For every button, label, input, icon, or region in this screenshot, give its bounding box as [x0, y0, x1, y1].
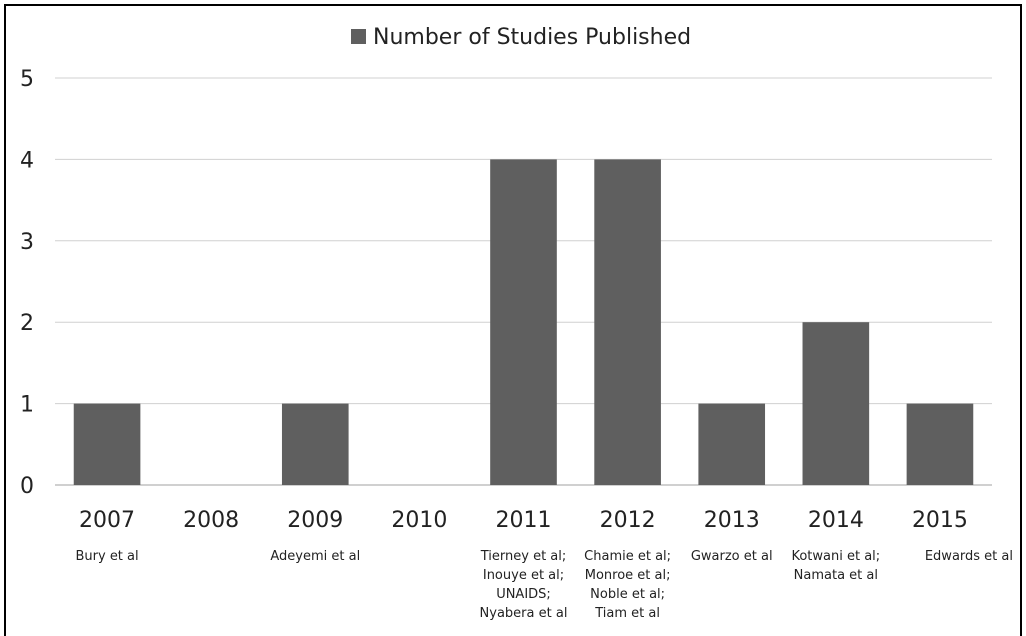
- legend-label: Number of Studies Published: [373, 25, 691, 50]
- y-tick-label: 1: [20, 393, 34, 418]
- y-tick-label: 0: [20, 474, 34, 499]
- y-tick-label: 3: [20, 230, 34, 255]
- author-annotation: Monroe et al;: [585, 568, 671, 583]
- x-axis-ticks: 2007 2008 2009 2010 2011 2012 2013 2014 2015: [79, 508, 968, 533]
- y-tick-label: 4: [20, 148, 34, 173]
- author-annotation: Tiam et al: [594, 606, 660, 621]
- bar-2015: [907, 404, 974, 485]
- y-tick-label: 5: [20, 67, 34, 92]
- x-tick-label: 2012: [600, 508, 656, 533]
- author-annotation: Namata et al: [794, 568, 878, 583]
- y-tick-label: 2: [20, 311, 34, 336]
- bar-2013: [698, 404, 765, 485]
- author-annotation: Gwarzo et al: [691, 549, 773, 564]
- author-annotation: Nyabera et al: [480, 606, 568, 621]
- x-tick-label: 2013: [704, 508, 760, 533]
- y-axis-ticks: 0 1 2 3 4 5: [20, 67, 34, 499]
- bar-2007: [74, 404, 141, 485]
- bar-annotations: Bury et al Adeyemi et al Tierney et al; Ino…: [75, 549, 1013, 621]
- x-tick-label: 2010: [391, 508, 447, 533]
- author-annotation: UNAIDS;: [496, 587, 551, 602]
- x-tick-label: 2008: [183, 508, 239, 533]
- author-annotation: Tierney et al;: [480, 549, 567, 564]
- author-annotation: Inouye et al;: [483, 568, 564, 583]
- x-tick-label: 2015: [912, 508, 968, 533]
- x-tick-label: 2009: [287, 508, 343, 533]
- legend-swatch: [351, 29, 366, 44]
- bar-2014: [803, 322, 870, 485]
- author-annotation: Bury et al: [75, 549, 138, 564]
- x-tick-label: 2007: [79, 508, 135, 533]
- bar-2009: [282, 404, 349, 485]
- author-annotation: Edwards et al: [925, 549, 1013, 564]
- author-annotation: Adeyemi et al: [270, 549, 360, 564]
- legend: Number of Studies Published: [351, 25, 691, 50]
- x-tick-label: 2011: [496, 508, 552, 533]
- x-tick-label: 2014: [808, 508, 864, 533]
- author-annotation: Chamie et al;: [584, 549, 671, 564]
- author-annotation: Kotwani et al;: [791, 549, 880, 564]
- bar-2012: [594, 159, 661, 485]
- bar-2011: [490, 159, 557, 485]
- author-annotation: Noble et al;: [590, 587, 665, 602]
